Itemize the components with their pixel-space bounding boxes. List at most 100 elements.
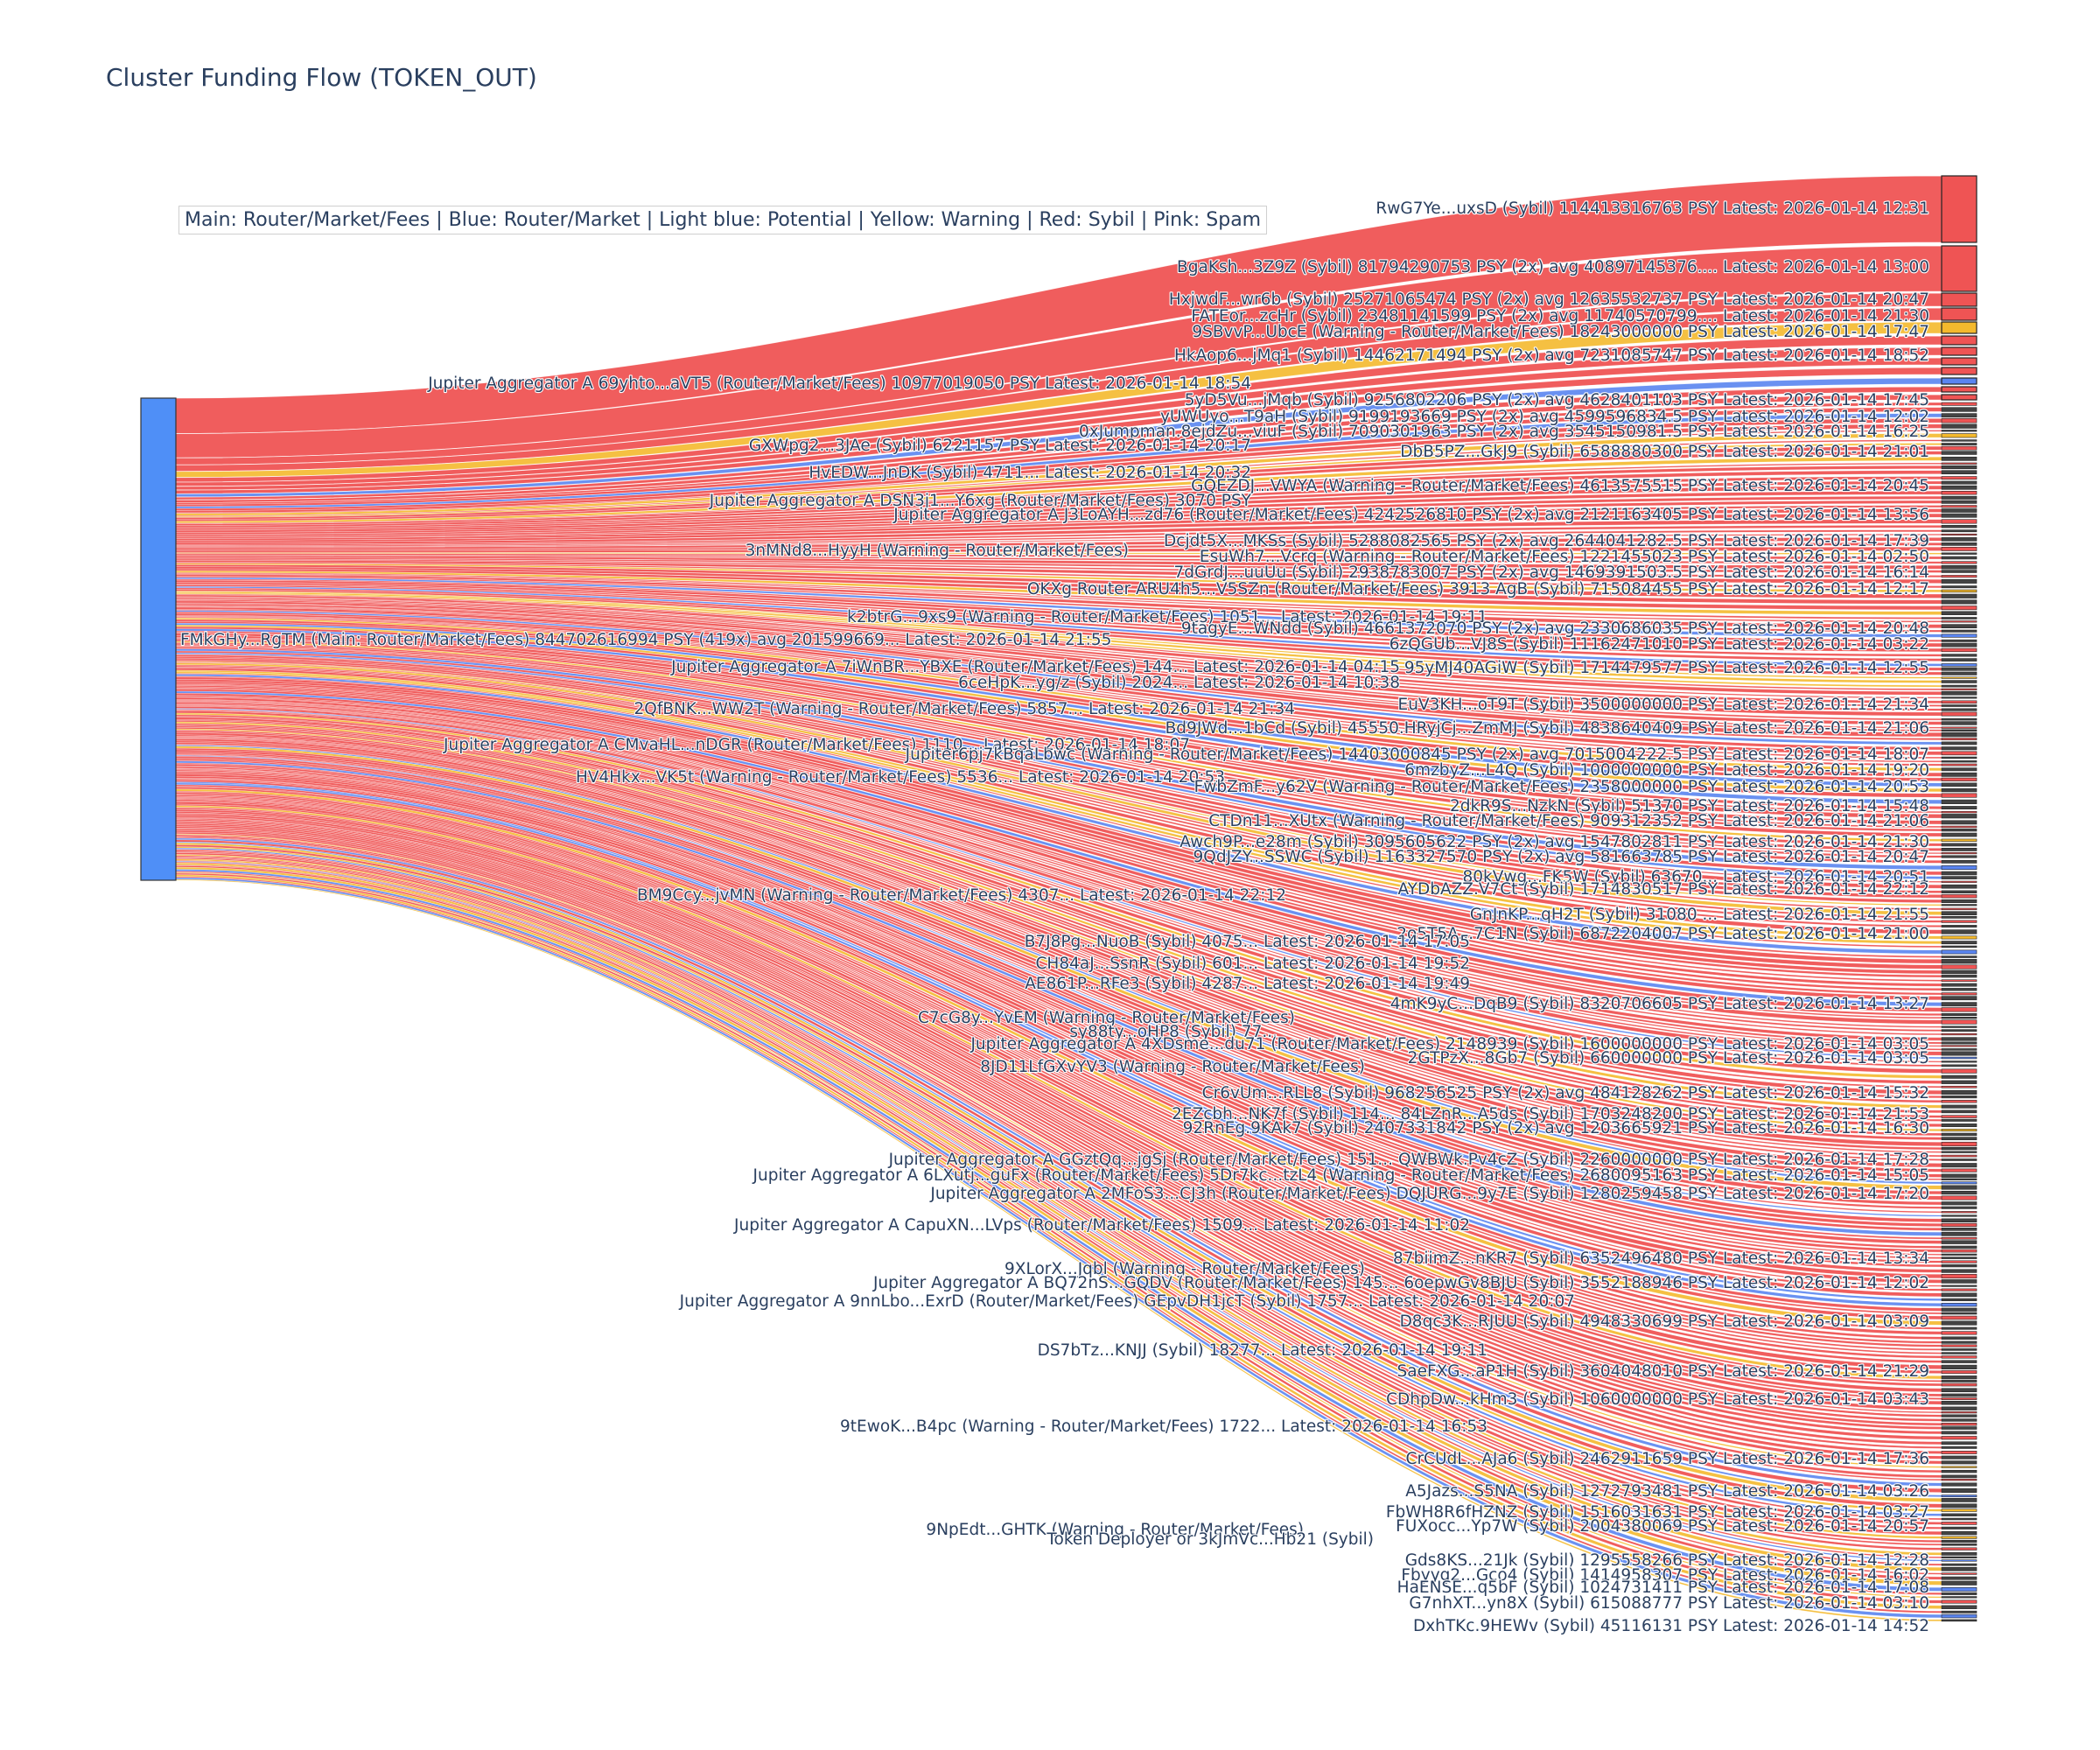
target-node[interactable] xyxy=(1941,1124,1978,1128)
target-node[interactable] xyxy=(1941,1168,1978,1172)
target-node[interactable] xyxy=(1941,1436,1978,1440)
target-node[interactable] xyxy=(1941,718,1978,721)
target-node[interactable] xyxy=(1941,1592,1978,1595)
target-node[interactable] xyxy=(1941,465,1978,470)
target-node[interactable] xyxy=(1941,964,1978,970)
target-node[interactable] xyxy=(1941,321,1978,334)
target-node[interactable] xyxy=(1941,1129,1978,1132)
target-node[interactable] xyxy=(1941,1576,1978,1580)
target-node[interactable] xyxy=(1941,658,1978,662)
target-node[interactable] xyxy=(1941,439,1978,442)
target-node[interactable] xyxy=(1941,741,1978,746)
target-node[interactable] xyxy=(1941,1158,1978,1161)
target-node[interactable] xyxy=(1941,890,1978,893)
target-node[interactable] xyxy=(1941,1344,1978,1348)
target-node[interactable] xyxy=(1941,777,1978,781)
target-node[interactable] xyxy=(1941,894,1978,899)
target-node[interactable] xyxy=(1941,820,1978,825)
target-node[interactable] xyxy=(1941,537,1978,542)
target-node[interactable] xyxy=(1941,726,1978,729)
target-node[interactable] xyxy=(1941,1222,1978,1227)
target-node[interactable] xyxy=(1941,1340,1978,1344)
target-node[interactable] xyxy=(1941,1064,1978,1068)
target-node[interactable] xyxy=(1941,1479,1978,1481)
target-node[interactable] xyxy=(1941,367,1978,375)
target-node[interactable] xyxy=(1941,806,1978,809)
target-node[interactable] xyxy=(1941,570,1978,573)
target-node[interactable] xyxy=(1941,1104,1978,1109)
target-node[interactable] xyxy=(1941,1352,1978,1354)
target-node[interactable] xyxy=(1941,667,1978,671)
target-node[interactable] xyxy=(1941,756,1978,760)
target-node[interactable] xyxy=(1941,676,1978,679)
target-node[interactable] xyxy=(1941,1037,1978,1041)
target-node[interactable] xyxy=(1941,357,1978,366)
target-node[interactable] xyxy=(1941,1406,1978,1410)
target-node[interactable] xyxy=(1941,1331,1978,1335)
target-node[interactable] xyxy=(1941,1118,1978,1122)
target-node[interactable] xyxy=(1941,704,1978,707)
target-node[interactable] xyxy=(1941,418,1978,424)
target-node[interactable] xyxy=(1941,1236,1978,1240)
target-node[interactable] xyxy=(1941,292,1978,307)
target-node[interactable] xyxy=(1941,1206,1978,1209)
target-node[interactable] xyxy=(1941,788,1978,793)
target-node[interactable] xyxy=(1941,941,1978,945)
target-node[interactable] xyxy=(1941,1074,1978,1079)
target-node[interactable] xyxy=(1941,1522,1978,1525)
target-node[interactable] xyxy=(1941,732,1978,738)
target-node[interactable] xyxy=(1941,1312,1978,1315)
target-node[interactable] xyxy=(1941,1503,1978,1508)
target-node[interactable] xyxy=(1941,1460,1978,1465)
target-node[interactable] xyxy=(1941,402,1978,406)
target-node[interactable] xyxy=(1941,1380,1978,1382)
target-node[interactable] xyxy=(1941,970,1978,975)
target-node[interactable] xyxy=(1941,1185,1978,1190)
target-node[interactable] xyxy=(1941,864,1978,871)
target-node[interactable] xyxy=(1941,1494,1978,1498)
target-node[interactable] xyxy=(1941,1256,1978,1259)
target-node[interactable] xyxy=(1941,1566,1978,1572)
target-node[interactable] xyxy=(1941,935,1978,940)
target-node[interactable] xyxy=(1941,729,1978,732)
target-node[interactable] xyxy=(1941,688,1978,691)
target-node[interactable] xyxy=(1941,945,1978,948)
target-node[interactable] xyxy=(1941,1089,1978,1095)
target-node[interactable] xyxy=(1941,1418,1978,1422)
target-node[interactable] xyxy=(1941,1264,1978,1268)
target-node[interactable] xyxy=(1941,606,1978,611)
target-node[interactable] xyxy=(1941,1253,1978,1256)
target-node[interactable] xyxy=(1941,1556,1978,1559)
target-node[interactable] xyxy=(1941,1498,1978,1502)
target-node[interactable] xyxy=(1941,575,1978,578)
target-node[interactable] xyxy=(1941,1388,1978,1393)
target-node[interactable] xyxy=(1941,443,1978,445)
target-node[interactable] xyxy=(1941,925,1978,928)
target-node[interactable] xyxy=(1941,1195,1978,1200)
target-node[interactable] xyxy=(1941,1446,1978,1449)
target-node[interactable] xyxy=(1941,529,1978,533)
target-node[interactable] xyxy=(1941,1455,1978,1460)
target-node[interactable] xyxy=(1941,1580,1978,1586)
target-node[interactable] xyxy=(1941,1231,1978,1236)
target-node[interactable] xyxy=(1941,1336,1978,1340)
target-node[interactable] xyxy=(1941,876,1978,879)
target-node[interactable] xyxy=(1941,1029,1978,1032)
target-node[interactable] xyxy=(1941,1488,1978,1493)
target-node[interactable] xyxy=(1941,1245,1978,1249)
target-node[interactable] xyxy=(1941,1190,1978,1195)
target-node[interactable] xyxy=(1941,721,1978,725)
target-node[interactable] xyxy=(1941,445,1978,451)
target-node[interactable] xyxy=(1941,589,1978,593)
sankey-link[interactable] xyxy=(175,829,1942,1454)
target-node[interactable] xyxy=(1941,829,1978,832)
target-node[interactable] xyxy=(1941,1151,1978,1153)
target-node[interactable] xyxy=(1941,611,1978,615)
target-node[interactable] xyxy=(1941,175,1978,243)
target-node[interactable] xyxy=(1941,871,1978,876)
target-node[interactable] xyxy=(1941,1051,1978,1056)
target-node[interactable] xyxy=(1941,1605,1978,1609)
target-node[interactable] xyxy=(1941,480,1978,485)
target-node[interactable] xyxy=(1941,793,1978,798)
sankey-link[interactable] xyxy=(175,731,1942,1140)
